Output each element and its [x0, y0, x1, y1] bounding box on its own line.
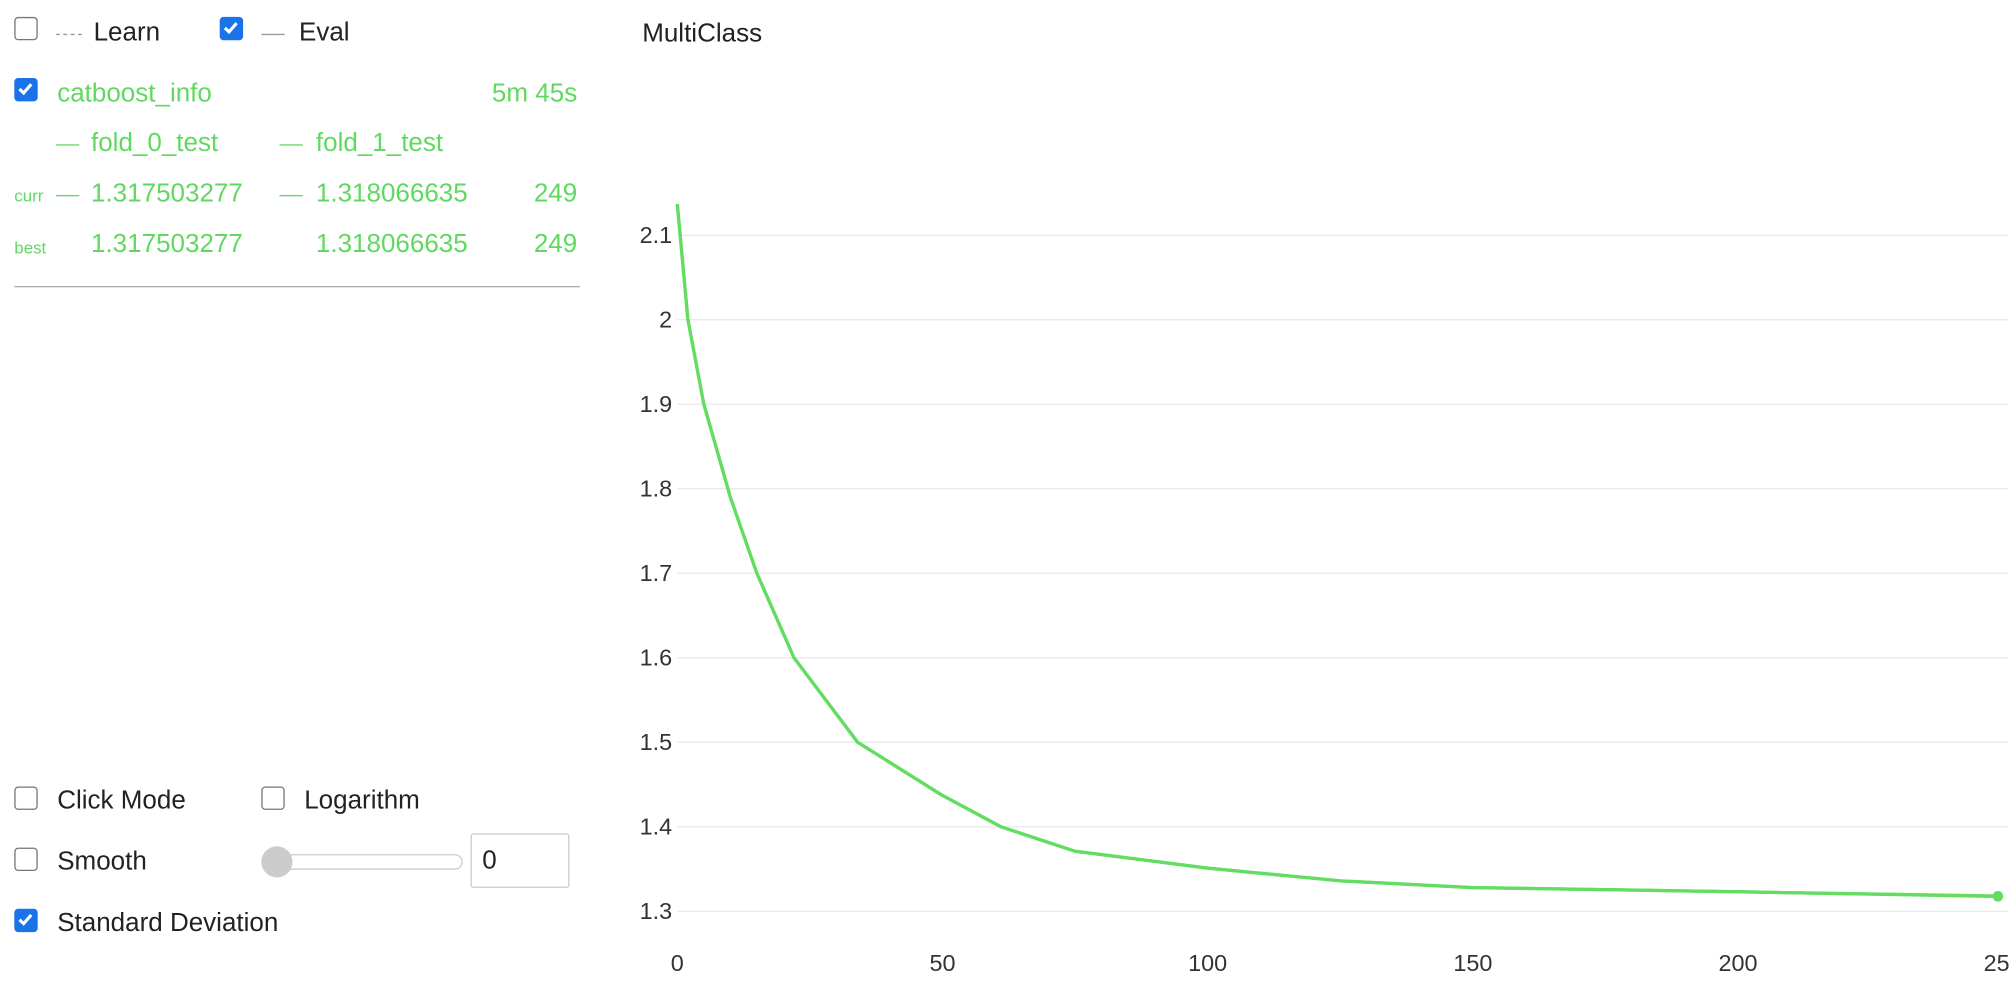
separator — [14, 286, 580, 288]
x-tick-label: 150 — [1453, 950, 1492, 976]
click-mode-checkbox[interactable] — [14, 786, 38, 810]
x-tick-label: 50 — [929, 950, 955, 976]
curr-line — [279, 195, 303, 197]
eval-label: Eval — [299, 18, 350, 47]
best-label: best — [14, 237, 47, 258]
curr-value: 1.318066635 — [315, 179, 468, 208]
learn-line-sample — [55, 33, 82, 36]
logarithm-checkbox[interactable] — [261, 786, 285, 810]
smooth-input[interactable]: 0 — [470, 833, 570, 888]
chart-title: MultiClass — [642, 18, 762, 48]
smooth-checkbox[interactable] — [14, 847, 38, 871]
y-tick-label: 1.3 — [640, 898, 673, 924]
learn-checkbox[interactable] — [14, 16, 38, 41]
smooth-label: Smooth — [57, 847, 147, 877]
std-label: Standard Deviation — [57, 908, 279, 938]
best-value: 1.317503277 — [91, 230, 243, 259]
best-iteration: 249 — [533, 230, 578, 259]
series-line — [675, 203, 1998, 898]
curr-value: 1.317503277 — [91, 179, 243, 208]
x-tick-label: 0 — [671, 950, 684, 976]
curr-label: curr — [14, 185, 44, 206]
y-tick-label: 2.1 — [640, 222, 673, 248]
check-mark — [223, 22, 238, 35]
series-line — [675, 203, 1998, 899]
best-value: 1.318066635 — [315, 230, 468, 259]
curr-iteration: 249 — [533, 179, 578, 208]
legend-entry: fold_0_test — [91, 128, 219, 158]
check-mark — [18, 913, 33, 926]
click-mode-label: Click Mode — [57, 786, 186, 816]
x-tick-label: 250 — [1984, 950, 2009, 976]
check-mark — [18, 83, 33, 96]
eval-line-sample — [261, 33, 285, 36]
y-tick-label: 1.4 — [640, 814, 673, 840]
eval-checkbox[interactable] — [219, 16, 244, 41]
legend-line — [279, 144, 303, 146]
end-point — [1992, 891, 2004, 902]
x-tick-label: 100 — [1188, 950, 1227, 976]
learn-label: Learn — [93, 18, 161, 47]
y-tick-label: 1.7 — [640, 560, 673, 586]
y-tick-label: 1.6 — [640, 645, 673, 671]
legend-line — [55, 144, 80, 146]
run-checkbox[interactable] — [14, 78, 38, 102]
x-tick-label: 200 — [1719, 950, 1758, 976]
std-checkbox[interactable] — [14, 908, 38, 933]
run-time: 5m 45s — [491, 79, 578, 108]
y-tick-label: 1.9 — [640, 391, 673, 417]
y-tick-label: 2 — [659, 307, 672, 333]
y-tick-label: 1.5 — [640, 729, 673, 755]
y-tick-label: 1.8 — [640, 476, 673, 502]
logarithm-label: Logarithm — [304, 786, 420, 816]
slider-knob[interactable] — [261, 846, 293, 878]
run-name: catboost_info — [57, 79, 212, 108]
curr-line — [55, 195, 80, 197]
legend-entry: fold_1_test — [315, 128, 444, 158]
